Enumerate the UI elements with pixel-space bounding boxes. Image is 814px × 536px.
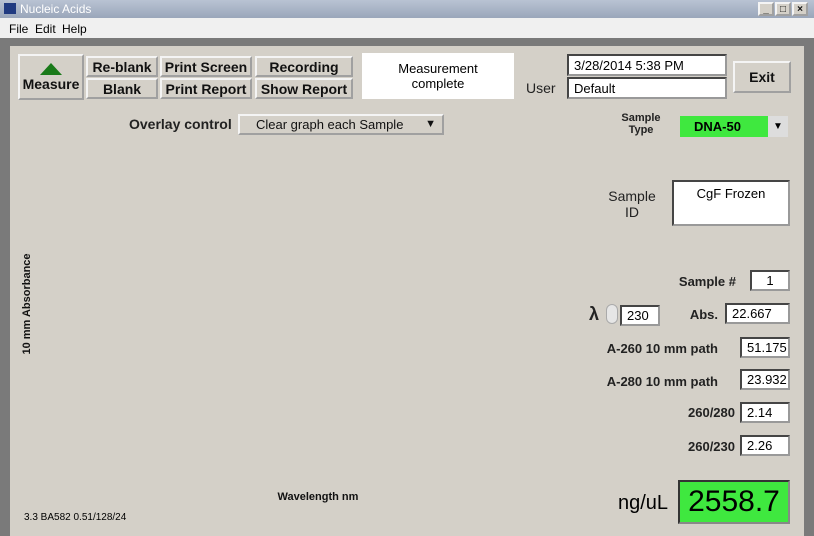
sample-type-value: DNA-50 bbox=[694, 119, 741, 134]
concentration-label: ng/uL bbox=[618, 492, 669, 514]
app-icon bbox=[4, 3, 16, 14]
measure-button[interactable]: -5.640.005.0010.0015.0020.0025.0030.0035… bbox=[18, 54, 84, 100]
measure-label: Measure bbox=[22, 76, 80, 92]
show-report-button[interactable]: Show Report bbox=[255, 78, 353, 99]
datetime-field: 3/28/2014 5:38 PM bbox=[567, 54, 727, 76]
sample-id-label: Sample ID bbox=[608, 188, 656, 220]
menu-item[interactable]: File bbox=[9, 22, 29, 36]
overlay-label: Overlay control bbox=[129, 116, 232, 132]
a280-field: 23.932 bbox=[740, 369, 790, 390]
print-report-button[interactable]: Print Report bbox=[160, 78, 252, 99]
menu-bar: File Edit Help bbox=[0, 18, 814, 38]
ratio-260-280-label: 260/280 bbox=[688, 405, 735, 420]
exit-button[interactable]: Exit bbox=[733, 61, 791, 93]
lambda-field[interactable]: 230 bbox=[620, 305, 660, 326]
reblank-button[interactable]: Re-blank bbox=[86, 56, 158, 77]
ratio-260-280-field: 2.14 bbox=[740, 402, 790, 423]
concentration-value: 2558.7 bbox=[678, 480, 790, 524]
overlay-dropdown[interactable]: Clear graph each Sample ▼ bbox=[238, 114, 444, 135]
overlay-value: Clear graph each Sample bbox=[256, 117, 404, 132]
a280-label: A-280 10 mm path bbox=[606, 374, 718, 389]
sample-number-field[interactable]: 1 bbox=[750, 270, 790, 291]
sample-id-field[interactable]: CgF Frozen bbox=[672, 180, 790, 226]
a260-label: A-260 10 mm path bbox=[606, 341, 718, 356]
window-title: Nucleic Acids bbox=[20, 2, 92, 16]
abs-label: Abs. bbox=[689, 307, 718, 322]
measure-icon: -5.640.005.0010.0015.0020.0025.0030.0035… bbox=[40, 63, 62, 75]
user-label: User bbox=[526, 80, 556, 96]
sample-type-label: Sample Type bbox=[621, 112, 661, 136]
close-button[interactable]: × bbox=[792, 2, 808, 16]
recording-button[interactable]: Recording bbox=[255, 56, 353, 77]
abs-field: 22.667 bbox=[725, 303, 790, 324]
y-axis-label: 10 mm Absorbance bbox=[21, 253, 33, 354]
ratio-260-230-field: 2.26 bbox=[740, 435, 790, 456]
sample-number-label: Sample # bbox=[678, 274, 736, 289]
menu-item[interactable]: Edit bbox=[35, 22, 56, 36]
dropdown-arrow: ▼ bbox=[768, 116, 788, 137]
blank-button[interactable]: Blank bbox=[86, 78, 158, 99]
maximize-button[interactable]: □ bbox=[775, 2, 791, 16]
status-box: Measurement complete bbox=[362, 53, 514, 99]
menu-item[interactable]: Help bbox=[62, 22, 87, 36]
lambda-spinner[interactable] bbox=[606, 304, 618, 324]
ratio-260-230-label: 260/230 bbox=[688, 439, 735, 454]
title-bar: Nucleic Acids _ □ × bbox=[0, 0, 814, 18]
minimize-button[interactable]: _ bbox=[758, 2, 774, 16]
version-text: 3.3 BA582 0.51/128/24 bbox=[24, 512, 127, 523]
a260-field: 51.175 bbox=[740, 337, 790, 358]
dropdown-arrow: ▼ bbox=[425, 118, 436, 130]
sample-type-dropdown[interactable]: DNA-50 ▼ bbox=[680, 116, 788, 137]
lambda-label: λ bbox=[589, 304, 600, 324]
print-screen-button[interactable]: Print Screen bbox=[160, 56, 252, 77]
user-field[interactable]: Default bbox=[567, 77, 727, 99]
x-axis-label: Wavelength nm bbox=[278, 491, 359, 503]
